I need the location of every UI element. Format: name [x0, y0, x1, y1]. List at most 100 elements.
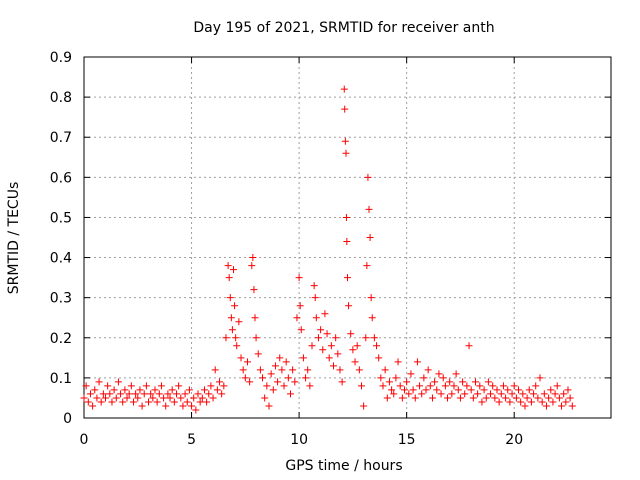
- data-point: [562, 398, 570, 406]
- data-point: [261, 394, 269, 402]
- data-point: [364, 173, 372, 181]
- data-point: [209, 394, 217, 402]
- data-point: [560, 390, 568, 398]
- grid-lines: [84, 57, 611, 418]
- x-tick-label: 20: [505, 432, 523, 448]
- data-point: [517, 398, 525, 406]
- data-point: [484, 378, 492, 386]
- x-axis-label: GPS time / hours: [285, 458, 402, 474]
- data-point: [323, 330, 331, 338]
- data-point: [508, 390, 516, 398]
- data-point: [82, 382, 90, 390]
- data-point: [293, 314, 301, 322]
- data-point: [564, 386, 572, 394]
- data-point: [362, 334, 370, 342]
- data-point: [551, 390, 559, 398]
- data-point: [495, 398, 503, 406]
- data-point: [532, 382, 540, 390]
- data-point: [398, 394, 406, 402]
- y-tick-label: 0.1: [50, 371, 72, 387]
- data-point: [411, 394, 419, 402]
- data-point: [325, 354, 333, 362]
- data-point: [448, 390, 456, 398]
- data-point: [341, 105, 349, 113]
- data-point: [190, 394, 198, 402]
- data-point: [365, 205, 373, 213]
- data-point: [164, 390, 172, 398]
- y-tick-label: 0.6: [50, 170, 72, 186]
- chart-title: Day 195 of 2021, SRMTID for receiver ant…: [193, 20, 494, 36]
- data-point: [224, 262, 232, 270]
- data-point: [185, 386, 193, 394]
- data-point: [478, 398, 486, 406]
- data-point: [179, 402, 187, 410]
- data-point: [157, 382, 165, 390]
- data-point: [385, 378, 393, 386]
- data-point: [394, 358, 402, 366]
- data-point: [347, 330, 355, 338]
- data-point: [203, 398, 211, 406]
- data-point: [231, 302, 239, 310]
- data-point: [534, 394, 542, 402]
- data-point: [474, 390, 482, 398]
- data-point: [172, 390, 180, 398]
- x-tick-label: 15: [398, 432, 416, 448]
- data-point: [542, 402, 550, 410]
- data-point: [192, 406, 200, 414]
- data-point: [99, 390, 107, 398]
- data-point: [343, 238, 351, 246]
- data-point: [433, 386, 441, 394]
- data-point: [521, 402, 529, 410]
- data-point: [89, 402, 97, 410]
- data-point: [510, 382, 518, 390]
- data-point: [336, 366, 344, 374]
- data-point: [286, 390, 294, 398]
- data-point: [168, 386, 176, 394]
- data-point: [467, 386, 475, 394]
- data-point: [251, 314, 259, 322]
- data-point: [302, 374, 310, 382]
- data-point: [536, 374, 544, 382]
- data-points: [80, 85, 576, 414]
- data-point: [110, 386, 118, 394]
- y-axis-label: SRMTID / TECUs: [6, 182, 22, 295]
- data-point: [138, 402, 146, 410]
- y-tick-label: 0.4: [50, 251, 72, 267]
- data-point: [342, 213, 350, 221]
- data-point: [86, 390, 94, 398]
- data-point: [304, 366, 312, 374]
- y-tick-label: 0: [63, 411, 72, 427]
- data-point: [228, 326, 236, 334]
- data-point: [108, 398, 116, 406]
- data-point: [196, 398, 204, 406]
- y-tick-label: 0.3: [50, 291, 72, 307]
- plot-frame: [83, 56, 612, 419]
- data-point: [418, 390, 426, 398]
- y-tick-label: 0.2: [50, 331, 72, 347]
- data-point: [306, 382, 314, 390]
- y-tick-label: 0.9: [50, 50, 72, 66]
- data-point: [540, 390, 548, 398]
- data-point: [237, 354, 245, 362]
- data-point: [289, 366, 297, 374]
- data-point: [220, 382, 228, 390]
- data-point: [278, 366, 286, 374]
- data-point: [523, 394, 531, 402]
- data-point: [357, 382, 365, 390]
- data-point: [545, 394, 553, 402]
- data-point: [465, 342, 473, 350]
- data-point: [254, 350, 262, 358]
- data-point: [338, 378, 346, 386]
- data-point: [127, 382, 135, 390]
- data-point: [456, 394, 464, 402]
- data-point: [106, 390, 114, 398]
- data-point: [249, 254, 257, 262]
- data-point: [351, 358, 359, 366]
- data-point: [84, 398, 92, 406]
- data-point: [229, 266, 237, 274]
- data-point: [444, 394, 452, 402]
- data-point: [282, 358, 290, 366]
- data-point: [166, 394, 174, 402]
- data-point: [225, 274, 233, 282]
- data-point: [314, 334, 322, 342]
